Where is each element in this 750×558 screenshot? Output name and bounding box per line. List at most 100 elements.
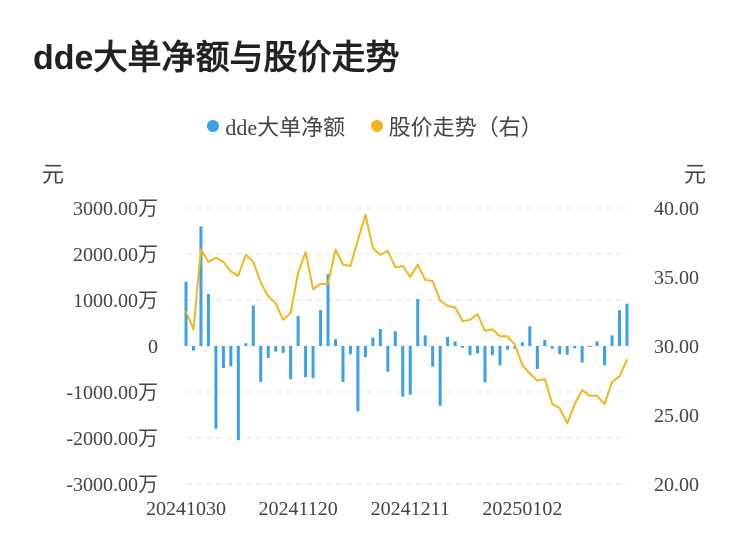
left-tick-label: 0: [148, 336, 158, 358]
dde-bar: [289, 346, 293, 380]
price-point: [349, 265, 352, 267]
right-tick-label: 30.00: [654, 336, 699, 358]
dde-bar: [229, 346, 233, 367]
price-point: [416, 263, 419, 266]
dde-bar: [625, 303, 629, 346]
x-tick-label: 20241030: [146, 498, 226, 520]
legend-item-dde[interactable]: dde大单净额: [207, 110, 345, 142]
left-tick-label: -3000.00万: [66, 474, 158, 496]
dde-bar: [580, 346, 584, 363]
dde-bar: [333, 339, 337, 346]
price-point: [573, 403, 576, 405]
dde-bar: [550, 346, 554, 349]
dde-bar: [304, 346, 308, 378]
dde-bar: [520, 342, 524, 346]
price-point: [558, 407, 561, 409]
dde-bar: [490, 346, 494, 356]
price-point: [185, 310, 187, 313]
dde-bar: [191, 346, 195, 351]
price-point: [618, 375, 621, 378]
price-point: [551, 403, 554, 405]
dde-bar: [326, 274, 330, 346]
dde-bar: [543, 340, 547, 346]
legend-label-price: 股价走势（右）: [388, 115, 543, 140]
x-tick-label: 20241211: [371, 498, 450, 520]
dde-bar: [528, 326, 532, 346]
dde-bar: [251, 305, 255, 346]
price-point: [327, 283, 329, 285]
dde-bar: [348, 346, 352, 355]
price-point: [387, 249, 389, 252]
price-point: [244, 254, 247, 256]
price-point: [342, 263, 344, 266]
right-tick-label: 20.00: [654, 474, 699, 496]
dde-bar: [610, 335, 614, 346]
price-point: [484, 330, 486, 332]
legend-label-dde: dde大单净额: [225, 115, 346, 140]
right-tick-label: 25.00: [654, 405, 699, 427]
dde-bar: [431, 346, 435, 367]
left-tick-label: 1000.00万: [73, 290, 158, 312]
legend-item-price[interactable]: 股价走势（右）: [370, 110, 543, 142]
price-point: [274, 302, 277, 305]
right-tick-label: 40.00: [654, 198, 699, 220]
dde-bar: [438, 346, 442, 406]
dde-bar: [461, 346, 465, 348]
price-point: [297, 272, 299, 274]
dde-bar: [281, 346, 285, 353]
dde-bar: [401, 346, 405, 397]
dde-bar: [244, 343, 248, 346]
price-point: [461, 320, 464, 322]
price-point: [267, 295, 270, 298]
dde-bar: [363, 346, 367, 358]
price-point: [566, 422, 569, 425]
price-point: [514, 343, 516, 346]
dde-bar: [266, 346, 270, 358]
dde-bar: [573, 346, 577, 349]
dde-bar: [274, 346, 278, 352]
dde-bar: [296, 316, 300, 346]
dde-bar: [423, 335, 427, 346]
dde-bar: [214, 346, 218, 429]
dde-bar: [498, 346, 502, 366]
dde-bar: [408, 346, 412, 395]
price-point: [222, 261, 225, 263]
left-tick-label: -1000.00万: [66, 382, 158, 404]
price-point: [499, 335, 501, 338]
legend-dot-dde: [207, 120, 220, 132]
dde-bar: [259, 346, 263, 382]
price-point: [439, 299, 441, 302]
price-point: [409, 276, 412, 278]
left-tick-label: -2000.00万: [66, 428, 158, 450]
dde-bar: [535, 346, 539, 369]
price-point: [596, 394, 598, 397]
left-tick-label: 3000.00万: [73, 198, 158, 220]
chart-title: dde大单净额与股价走势: [33, 39, 400, 77]
dde-bar: [393, 331, 397, 346]
legend: dde大单净额 股价走势（右）: [0, 110, 750, 142]
price-point: [252, 261, 255, 263]
dde-bar: [595, 341, 599, 346]
price-point: [476, 313, 479, 316]
dde-bar: [453, 341, 457, 346]
price-point: [394, 266, 397, 269]
dde-bar: [311, 346, 315, 379]
price-point: [536, 379, 539, 382]
legend-dot-price: [370, 120, 383, 132]
price-point: [207, 261, 210, 263]
dde-bar: [588, 346, 592, 347]
right-tick-label: 35.00: [654, 267, 699, 289]
price-point: [431, 280, 434, 282]
dde-bar: [236, 346, 240, 441]
price-point: [364, 214, 367, 216]
dde-bar: [468, 346, 472, 356]
dde-bar: [505, 346, 509, 350]
dde-bar: [618, 310, 622, 346]
price-point: [581, 389, 583, 391]
price-point: [529, 372, 531, 375]
dde-bar: [221, 346, 225, 369]
price-point: [491, 328, 494, 331]
price-point: [379, 254, 382, 256]
price-point: [424, 278, 426, 281]
